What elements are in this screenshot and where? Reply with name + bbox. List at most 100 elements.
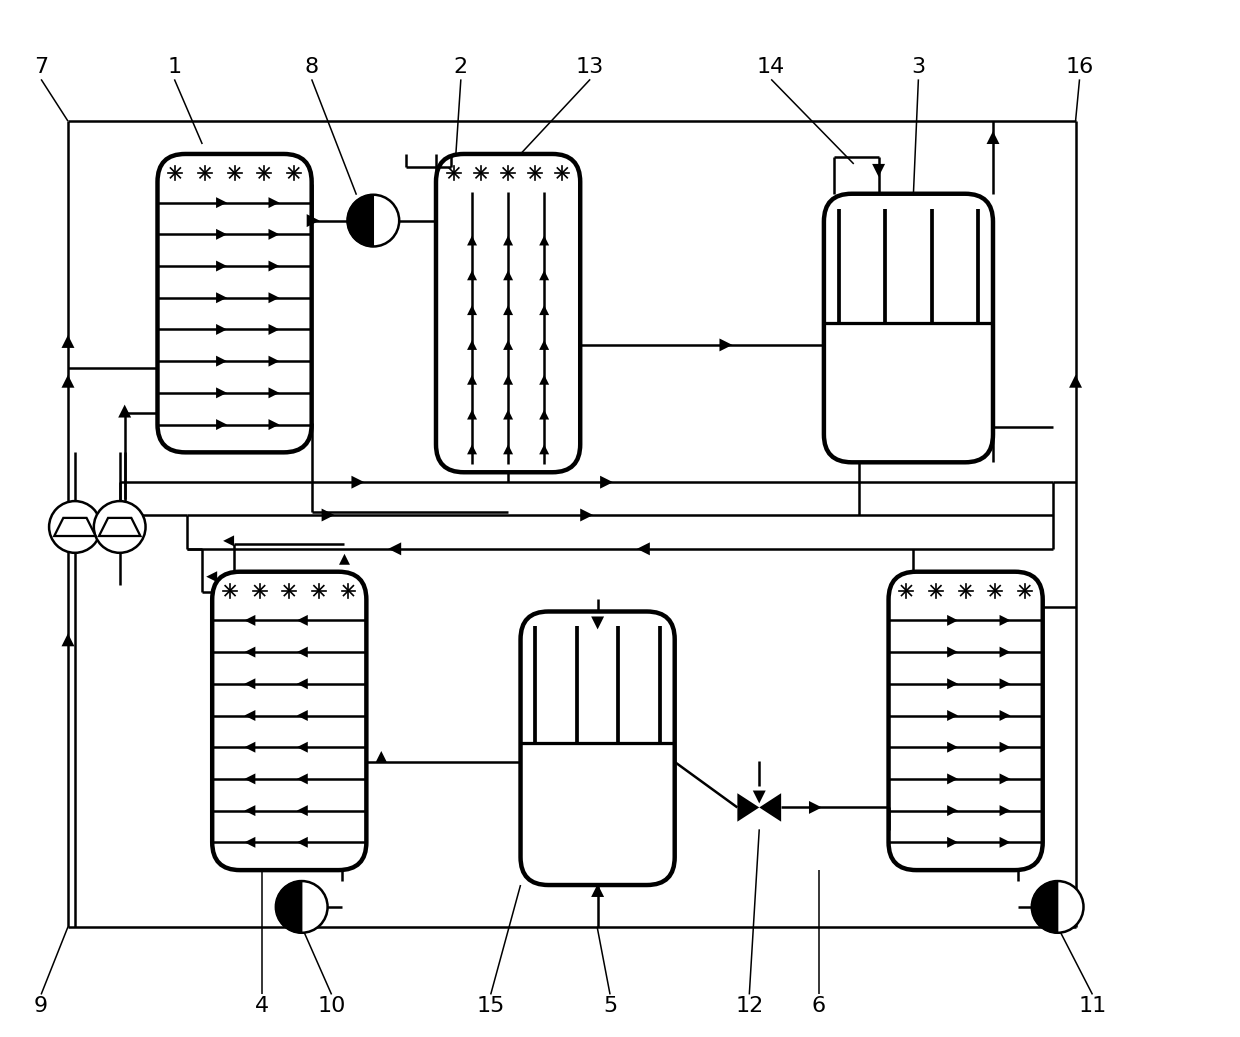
Polygon shape: [637, 542, 650, 555]
Polygon shape: [539, 374, 549, 385]
Polygon shape: [467, 305, 477, 315]
Polygon shape: [269, 197, 279, 208]
Polygon shape: [539, 410, 549, 420]
Polygon shape: [503, 410, 513, 420]
Polygon shape: [339, 554, 350, 565]
Text: 13: 13: [577, 57, 604, 78]
Polygon shape: [591, 884, 604, 897]
Polygon shape: [206, 571, 217, 582]
Polygon shape: [216, 292, 227, 303]
Polygon shape: [999, 741, 1011, 753]
Polygon shape: [347, 195, 373, 247]
Polygon shape: [539, 271, 549, 280]
Polygon shape: [753, 790, 766, 804]
Polygon shape: [296, 741, 308, 753]
Polygon shape: [947, 615, 959, 626]
Polygon shape: [467, 271, 477, 280]
Polygon shape: [999, 837, 1011, 848]
Text: 7: 7: [33, 57, 48, 78]
Text: 9: 9: [33, 997, 48, 1016]
Polygon shape: [269, 356, 279, 367]
Text: 3: 3: [911, 57, 925, 78]
Polygon shape: [947, 710, 959, 721]
Polygon shape: [269, 419, 279, 430]
Polygon shape: [244, 710, 255, 721]
Polygon shape: [269, 260, 279, 272]
Polygon shape: [223, 535, 234, 546]
Polygon shape: [999, 774, 1011, 784]
Polygon shape: [600, 476, 613, 488]
Polygon shape: [947, 741, 959, 753]
Polygon shape: [999, 710, 1011, 721]
Polygon shape: [99, 517, 140, 536]
Polygon shape: [999, 805, 1011, 816]
Text: 14: 14: [758, 57, 785, 78]
Polygon shape: [244, 678, 255, 690]
Polygon shape: [539, 340, 549, 349]
Polygon shape: [269, 388, 279, 398]
Polygon shape: [244, 647, 255, 657]
Polygon shape: [321, 508, 335, 522]
Polygon shape: [467, 235, 477, 246]
Text: 12: 12: [735, 997, 764, 1016]
Polygon shape: [244, 805, 255, 816]
Polygon shape: [808, 801, 822, 814]
Polygon shape: [62, 634, 74, 646]
Polygon shape: [388, 542, 402, 555]
Polygon shape: [503, 271, 513, 280]
Polygon shape: [503, 445, 513, 454]
Polygon shape: [244, 774, 255, 784]
Polygon shape: [55, 517, 95, 536]
Polygon shape: [1069, 374, 1083, 388]
Polygon shape: [351, 476, 365, 488]
Polygon shape: [539, 305, 549, 315]
Polygon shape: [999, 615, 1011, 626]
Polygon shape: [467, 445, 477, 454]
Text: 6: 6: [812, 997, 826, 1016]
Polygon shape: [503, 340, 513, 349]
Polygon shape: [296, 710, 308, 721]
FancyBboxPatch shape: [889, 571, 1043, 870]
FancyBboxPatch shape: [823, 194, 993, 463]
Circle shape: [347, 195, 399, 247]
Polygon shape: [999, 678, 1011, 690]
Polygon shape: [296, 678, 308, 690]
Polygon shape: [503, 374, 513, 385]
Circle shape: [275, 881, 327, 932]
Polygon shape: [467, 340, 477, 349]
Polygon shape: [296, 805, 308, 816]
Polygon shape: [269, 229, 279, 240]
Polygon shape: [244, 741, 255, 753]
Polygon shape: [118, 404, 131, 418]
Polygon shape: [591, 616, 604, 629]
Polygon shape: [947, 805, 959, 816]
Polygon shape: [503, 235, 513, 246]
FancyBboxPatch shape: [521, 612, 675, 885]
Text: 11: 11: [1079, 997, 1106, 1016]
Polygon shape: [296, 615, 308, 626]
Polygon shape: [296, 837, 308, 848]
Polygon shape: [216, 197, 227, 208]
Polygon shape: [719, 338, 733, 352]
Polygon shape: [1032, 881, 1058, 932]
Polygon shape: [872, 164, 885, 177]
Text: 15: 15: [476, 997, 505, 1016]
Polygon shape: [269, 292, 279, 303]
Circle shape: [94, 501, 145, 553]
Circle shape: [1032, 881, 1084, 932]
Polygon shape: [947, 647, 959, 657]
Polygon shape: [467, 410, 477, 420]
Text: 1: 1: [167, 57, 181, 78]
Text: 10: 10: [317, 997, 346, 1016]
FancyBboxPatch shape: [212, 571, 366, 870]
Polygon shape: [759, 793, 781, 821]
Polygon shape: [503, 305, 513, 315]
Polygon shape: [999, 647, 1011, 657]
Text: 4: 4: [255, 997, 269, 1016]
Polygon shape: [244, 615, 255, 626]
Polygon shape: [539, 235, 549, 246]
FancyBboxPatch shape: [157, 153, 311, 452]
Polygon shape: [216, 260, 227, 272]
Polygon shape: [62, 335, 74, 348]
Polygon shape: [269, 324, 279, 335]
